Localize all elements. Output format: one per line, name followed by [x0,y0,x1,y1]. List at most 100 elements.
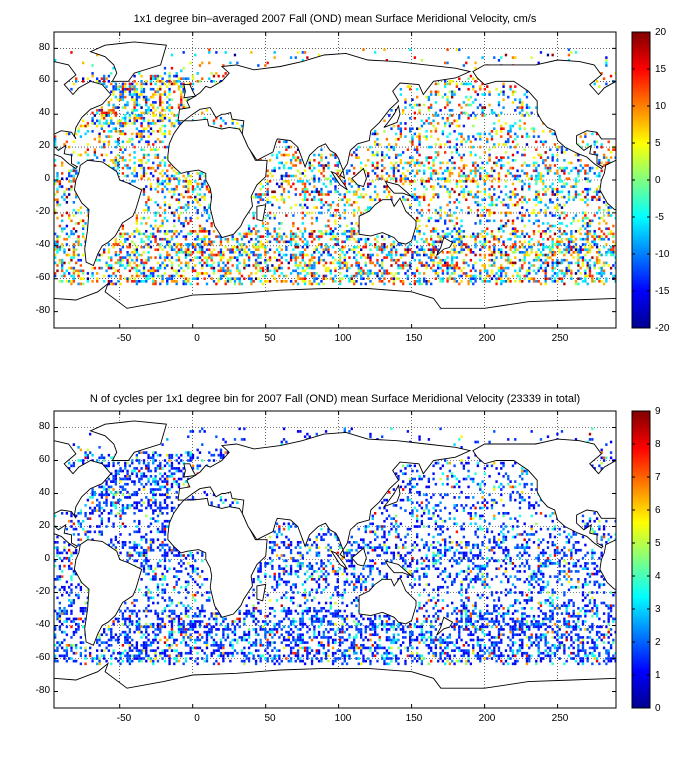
data-bin [469,140,473,144]
data-bin [490,264,494,267]
data-bin [266,190,269,194]
data-bin [107,103,111,107]
data-bin [159,74,162,78]
data-bin [390,161,393,165]
data-bin [278,274,281,278]
data-bin [607,237,610,241]
landmass [472,59,616,170]
data-bin [374,172,377,175]
data-bin [521,264,524,267]
data-bin [528,277,531,281]
data-bin [275,248,279,252]
data-bin [156,87,160,91]
data-bin [98,119,101,123]
data-bin [264,258,267,262]
data-bin [224,72,227,75]
data-bin [418,232,421,236]
data-bin [334,274,337,278]
data-bin [388,280,391,283]
data-bin [507,280,510,283]
data-bin [89,432,92,436]
data-bin [539,172,543,175]
data-bin [521,106,524,109]
data-bin [556,208,559,212]
data-bin [595,235,599,238]
data-bin [413,174,417,178]
data-bin [114,469,118,473]
data-bin [247,248,251,252]
data-bin [170,66,174,70]
data-bin [82,235,85,238]
data-bin [222,456,225,460]
data-bin [539,243,543,246]
data-bin [203,235,206,238]
data-bin [486,172,489,175]
data-bin [72,461,76,465]
data-bin [100,461,104,465]
data-bin [518,111,522,115]
data-bin [460,280,463,283]
data-bin [103,248,106,252]
data-bin [558,222,561,225]
data-bin [278,235,281,238]
data-bin [75,77,78,81]
data-bin [287,195,290,199]
data-bin [390,177,393,181]
data-bin [556,187,559,191]
data-bin [502,106,505,109]
data-bin [306,266,309,270]
data-bin [455,251,459,254]
data-bin [184,180,188,183]
data-bin [488,153,491,157]
data-bin [296,274,300,278]
data-bin [483,237,487,241]
data-bin [437,232,440,236]
data-bin [313,195,316,199]
data-bin [404,180,407,183]
data-bin [338,272,342,275]
data-bin [236,61,239,65]
data-bin [598,227,601,231]
data-bin [215,435,218,439]
data-bin [68,461,71,465]
data-bin [327,269,330,273]
data-bin [152,272,155,275]
data-bin [378,248,381,252]
data-bin [338,169,342,173]
data-bin [112,87,115,91]
data-bin [226,272,230,275]
data-bin [427,156,431,159]
data-bin [252,280,255,283]
data-bin [500,235,503,238]
data-bin [390,127,393,131]
data-bin [133,469,136,473]
data-bin [364,245,367,249]
data-bin [205,282,209,286]
data-bin [500,248,503,252]
data-bin [348,182,351,186]
data-bin [268,256,272,259]
data-bin [584,211,587,215]
data-bin [439,266,442,270]
data-bin [156,153,160,157]
data-bin [549,224,552,228]
data-bin [140,148,143,152]
data-bin [58,280,62,283]
data-bin [303,203,307,207]
data-bin [114,111,118,115]
data-bin [317,282,321,286]
data-bin [135,95,139,99]
data-bin [369,206,372,209]
data-bin [63,227,66,231]
data-bin [530,277,533,281]
data-bin [208,459,211,462]
data-bin [586,180,589,183]
data-bin [170,453,174,457]
data-bin [149,148,153,152]
data-bin [472,277,475,281]
data-bin [261,274,265,278]
data-bin [560,269,564,273]
data-bin [397,266,400,270]
data-bin [327,164,330,167]
data-bin [72,214,76,217]
